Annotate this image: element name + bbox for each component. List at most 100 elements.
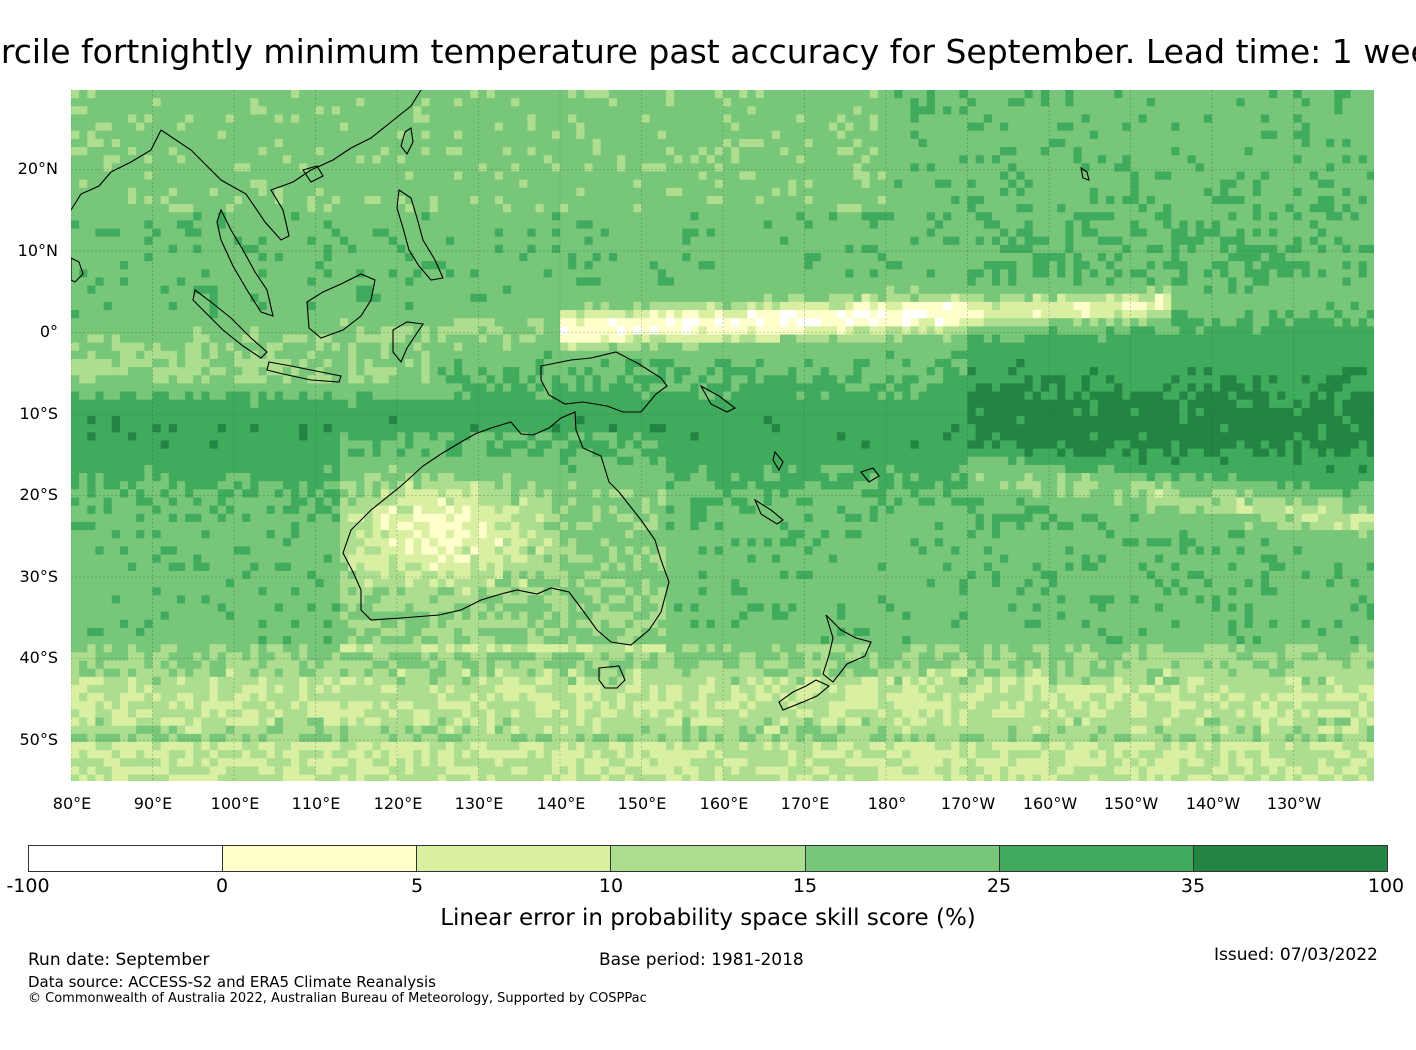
field-cell xyxy=(991,98,1001,107)
field-cell xyxy=(1171,122,1180,132)
field-cell xyxy=(674,98,683,107)
field-cell xyxy=(1171,90,1180,99)
field-cell xyxy=(641,122,651,132)
field-cell xyxy=(649,310,659,319)
field-cell xyxy=(1277,195,1286,205)
field-cell xyxy=(176,228,186,238)
field-cell xyxy=(1000,285,1009,295)
field-cell xyxy=(763,236,773,246)
field-cell xyxy=(1366,285,1374,295)
field-cell xyxy=(1065,253,1075,262)
field-cell xyxy=(128,179,137,189)
field-cell xyxy=(79,204,88,213)
field-cell xyxy=(551,90,561,99)
field-cell xyxy=(991,244,1001,254)
field-cell xyxy=(1179,114,1189,124)
field-cell xyxy=(1163,195,1172,205)
field-cell xyxy=(388,301,398,311)
field-cell xyxy=(405,212,414,221)
field-cell xyxy=(168,114,178,124)
field-cell xyxy=(608,98,618,107)
field-cell xyxy=(1285,114,1295,124)
field-cell xyxy=(128,261,137,270)
field-cell xyxy=(1285,138,1295,148)
field-cell xyxy=(519,269,528,279)
field-cell xyxy=(339,285,349,295)
field-cell xyxy=(388,90,398,99)
field-cell xyxy=(511,147,520,156)
field-cell xyxy=(470,301,480,311)
field-cell xyxy=(1000,163,1009,173)
field-cell xyxy=(128,310,137,319)
field-cell xyxy=(934,204,944,213)
field-cell xyxy=(869,187,879,197)
field-cell xyxy=(551,293,561,303)
field-cell xyxy=(641,114,651,124)
field-cell xyxy=(1358,98,1368,107)
field-cell xyxy=(617,114,626,124)
field-cell xyxy=(714,122,724,132)
field-cell xyxy=(128,90,137,99)
field-cell xyxy=(144,326,154,336)
field-cell xyxy=(1277,147,1286,156)
field-cell xyxy=(690,236,700,246)
field-cell xyxy=(584,236,594,246)
field-cell xyxy=(519,155,528,164)
field-cell xyxy=(845,326,854,336)
field-cell xyxy=(339,269,349,279)
field-cell xyxy=(348,163,357,173)
field-cell xyxy=(1203,236,1213,246)
field-cell xyxy=(853,122,863,132)
field-cell xyxy=(323,334,333,344)
field-cell xyxy=(731,138,740,148)
field-cell xyxy=(494,163,504,173)
field-cell xyxy=(1122,163,1132,173)
field-cell xyxy=(437,310,447,319)
field-cell xyxy=(1187,171,1197,181)
field-cell xyxy=(1252,106,1262,116)
field-cell xyxy=(1260,244,1270,254)
field-cell xyxy=(1358,310,1368,319)
field-cell xyxy=(1244,253,1254,262)
field-cell xyxy=(201,114,211,124)
field-cell xyxy=(380,90,390,99)
field-cell xyxy=(551,114,561,124)
field-cell xyxy=(584,293,594,303)
field-cell xyxy=(845,228,854,238)
field-cell xyxy=(405,326,414,336)
field-cell xyxy=(160,269,170,279)
field-cell xyxy=(1366,204,1374,213)
field-cell xyxy=(258,204,268,213)
field-cell xyxy=(242,114,251,124)
field-cell xyxy=(160,171,170,181)
field-cell xyxy=(731,269,740,279)
field-cell xyxy=(714,318,724,327)
field-cell xyxy=(625,187,634,197)
field-cell xyxy=(943,122,952,132)
field-cell xyxy=(1277,106,1286,116)
field-cell xyxy=(486,236,496,246)
field-cell xyxy=(1122,318,1132,327)
field-cell xyxy=(111,326,121,336)
field-cell xyxy=(991,269,1001,279)
field-cell xyxy=(1212,195,1221,205)
field-cell xyxy=(217,163,227,173)
field-cell xyxy=(902,138,912,148)
field-cell xyxy=(535,90,545,99)
field-cell xyxy=(119,334,129,344)
field-cell xyxy=(519,138,528,148)
field-cell xyxy=(413,147,423,156)
field-cell xyxy=(861,228,871,238)
field-cell xyxy=(502,326,512,336)
field-cell xyxy=(1138,147,1148,156)
field-cell xyxy=(812,204,822,213)
field-cell xyxy=(486,253,496,262)
field-cell xyxy=(845,310,854,319)
field-cell xyxy=(861,318,871,327)
field-cell xyxy=(511,301,520,311)
field-cell xyxy=(331,228,341,238)
field-cell xyxy=(486,212,496,221)
field-cell xyxy=(193,228,202,238)
field-cell xyxy=(853,301,863,311)
field-cell xyxy=(1040,130,1050,140)
